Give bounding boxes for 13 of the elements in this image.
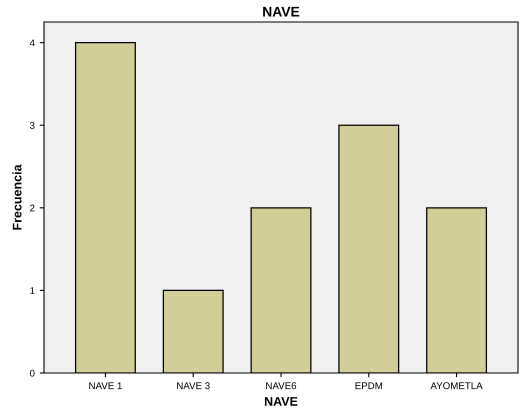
chart-title: NAVE <box>263 6 300 16</box>
y-tick-label: 4 <box>30 39 35 46</box>
x-axis-title: NAVE <box>264 397 298 406</box>
x-tick-label: AYOMETLA <box>430 382 483 390</box>
y-tick-label: 0 <box>30 370 35 377</box>
y-tick-label: 3 <box>30 122 35 129</box>
x-tick-label: NAVE6 <box>266 382 296 390</box>
y-tick-label: 1 <box>30 287 34 294</box>
y-tick-label: 2 <box>30 204 34 212</box>
y-axis-title: Frecuencia <box>12 164 22 230</box>
x-tick-label: NAVE 3 <box>177 382 210 390</box>
x-tick-label: NAVE 1 <box>89 382 122 390</box>
x-tick-label: EPDM <box>356 382 382 390</box>
